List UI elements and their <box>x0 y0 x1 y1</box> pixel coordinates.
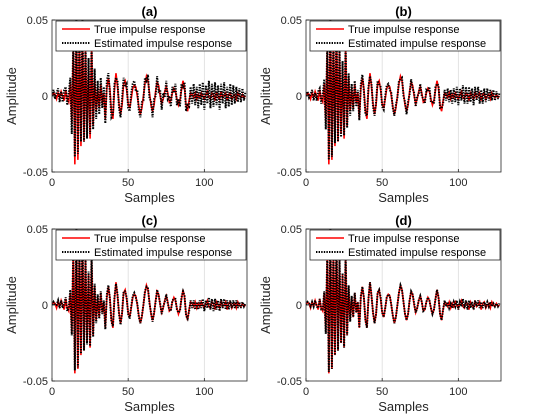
y-tick-label: 0 <box>42 300 48 312</box>
y-tick-label: 0.05 <box>281 224 302 236</box>
y-tick-label: 0 <box>296 300 302 312</box>
legend-box <box>55 20 247 52</box>
y-tick-label: -0.05 <box>23 167 48 179</box>
legend-label-true: True impulse response <box>348 24 459 36</box>
x-axis-label: Samples <box>378 399 429 414</box>
legend: True impulse response Estimated impulse r… <box>309 20 501 52</box>
x-tick-label: 100 <box>195 177 213 189</box>
series-estimated-line <box>306 229 501 372</box>
series-estimated-line <box>52 229 247 371</box>
y-axis-label: Amplitude <box>258 276 273 334</box>
panel-title: (b) <box>395 4 412 19</box>
panel-a: 0 50 100-0.0500.05(a)SamplesAmplitudeTrue … <box>4 4 248 205</box>
panel-title: (d) <box>395 213 412 228</box>
panel-title: (a) <box>142 4 158 19</box>
series-estimated-line <box>306 20 501 160</box>
y-tick-label: 0 <box>42 91 48 103</box>
y-tick-label: 0.05 <box>27 224 48 236</box>
y-tick-label: -0.05 <box>277 376 302 388</box>
panel-d: 0 50 100-0.0500.05(d)SamplesAmplitudeTrue … <box>258 213 502 414</box>
x-tick-label: 50 <box>376 177 388 189</box>
legend-box <box>309 20 501 52</box>
legend-label-estimated: Estimated impulse response <box>348 38 486 50</box>
x-axis-label: Samples <box>124 399 175 414</box>
y-axis-label: Amplitude <box>4 67 19 125</box>
x-tick-label: 50 <box>376 386 388 398</box>
x-axis-label: Samples <box>378 190 429 205</box>
legend: True impulse response Estimated impulse r… <box>55 229 247 261</box>
y-tick-label: -0.05 <box>277 167 302 179</box>
y-tick-label: 0.05 <box>27 15 48 27</box>
series-estimated-line <box>52 20 247 157</box>
y-tick-label: 0.05 <box>281 15 302 27</box>
x-tick-label: 0 <box>49 386 55 398</box>
legend-box <box>309 229 501 261</box>
x-tick-label: 0 <box>49 177 55 189</box>
x-tick-label: 0 <box>303 177 309 189</box>
x-tick-label: 100 <box>195 386 213 398</box>
x-axis-label: Samples <box>124 190 175 205</box>
x-tick-label: 100 <box>449 177 467 189</box>
legend-label-estimated: Estimated impulse response <box>94 38 232 50</box>
legend-label-estimated: Estimated impulse response <box>94 247 232 259</box>
legend-label-estimated: Estimated impulse response <box>348 247 486 259</box>
x-tick-label: 50 <box>122 177 134 189</box>
legend-box <box>55 229 247 261</box>
panel-c: 0 50 100-0.0500.05(c)SamplesAmplitudeTrue … <box>4 213 248 414</box>
series-true-line <box>306 20 501 165</box>
y-axis-label: Amplitude <box>258 67 273 125</box>
y-tick-label: 0 <box>296 91 302 103</box>
legend-label-true: True impulse response <box>348 233 459 245</box>
y-axis-label: Amplitude <box>4 276 19 334</box>
x-tick-label: 100 <box>449 386 467 398</box>
legend: True impulse response Estimated impulse r… <box>309 229 501 261</box>
x-tick-label: 50 <box>122 386 134 398</box>
legend-label-true: True impulse response <box>94 24 205 36</box>
y-tick-label: -0.05 <box>23 376 48 388</box>
x-tick-label: 0 <box>303 386 309 398</box>
legend: True impulse response Estimated impulse r… <box>55 20 247 52</box>
panel-b: 0 50 100-0.0500.05(b)SamplesAmplitudeTrue … <box>258 4 502 205</box>
legend-label-true: True impulse response <box>94 233 205 245</box>
panel-title: (c) <box>142 213 158 228</box>
